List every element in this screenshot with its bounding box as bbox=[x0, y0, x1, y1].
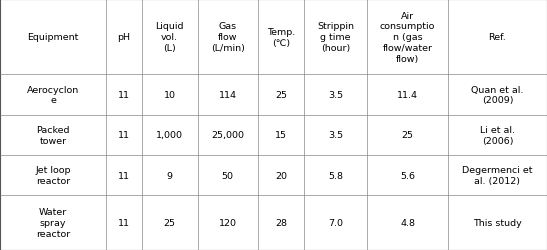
Text: Jet loop
reactor: Jet loop reactor bbox=[35, 166, 71, 185]
Text: 3.5: 3.5 bbox=[328, 131, 344, 140]
Text: 11: 11 bbox=[118, 171, 130, 180]
Text: Li et al.
(2006): Li et al. (2006) bbox=[480, 126, 515, 145]
Text: 4.8: 4.8 bbox=[400, 218, 415, 227]
Text: 5.8: 5.8 bbox=[328, 171, 343, 180]
Text: 3.5: 3.5 bbox=[328, 91, 344, 100]
Text: pH: pH bbox=[117, 33, 130, 42]
Text: 15: 15 bbox=[275, 131, 287, 140]
Text: Temp.
(℃): Temp. (℃) bbox=[267, 28, 295, 48]
Text: Aerocyclon
e: Aerocyclon e bbox=[27, 85, 79, 105]
Text: 11: 11 bbox=[118, 91, 130, 100]
Text: 5.6: 5.6 bbox=[400, 171, 415, 180]
Text: 9: 9 bbox=[167, 171, 172, 180]
Text: 25: 25 bbox=[275, 91, 287, 100]
Text: Strippin
g time
(hour): Strippin g time (hour) bbox=[317, 22, 354, 53]
Text: 7.0: 7.0 bbox=[328, 218, 343, 227]
Text: 25: 25 bbox=[164, 218, 176, 227]
Text: This study: This study bbox=[473, 218, 522, 227]
Text: Water
spray
reactor: Water spray reactor bbox=[36, 208, 70, 238]
Text: Ref.: Ref. bbox=[488, 33, 507, 42]
Text: Air
consumptio
n (gas
flow/water
flow): Air consumptio n (gas flow/water flow) bbox=[380, 12, 435, 64]
Text: 50: 50 bbox=[222, 171, 234, 180]
Text: Liquid
vol.
(L): Liquid vol. (L) bbox=[155, 22, 184, 53]
Text: Quan et al.
(2009): Quan et al. (2009) bbox=[472, 85, 523, 105]
Text: Packed
tower: Packed tower bbox=[36, 126, 69, 145]
Text: Equipment: Equipment bbox=[27, 33, 79, 42]
Text: 20: 20 bbox=[275, 171, 287, 180]
Text: Degermenci et
al. (2012): Degermenci et al. (2012) bbox=[462, 166, 533, 185]
Text: Gas
flow
(L/min): Gas flow (L/min) bbox=[211, 22, 245, 53]
Text: 1,000: 1,000 bbox=[156, 131, 183, 140]
Text: 11: 11 bbox=[118, 218, 130, 227]
Text: 120: 120 bbox=[219, 218, 237, 227]
Text: 25: 25 bbox=[401, 131, 414, 140]
Text: 114: 114 bbox=[219, 91, 237, 100]
Text: 25,000: 25,000 bbox=[211, 131, 244, 140]
Text: 10: 10 bbox=[164, 91, 176, 100]
Text: 11.4: 11.4 bbox=[397, 91, 418, 100]
Text: 11: 11 bbox=[118, 131, 130, 140]
Text: 28: 28 bbox=[275, 218, 287, 227]
